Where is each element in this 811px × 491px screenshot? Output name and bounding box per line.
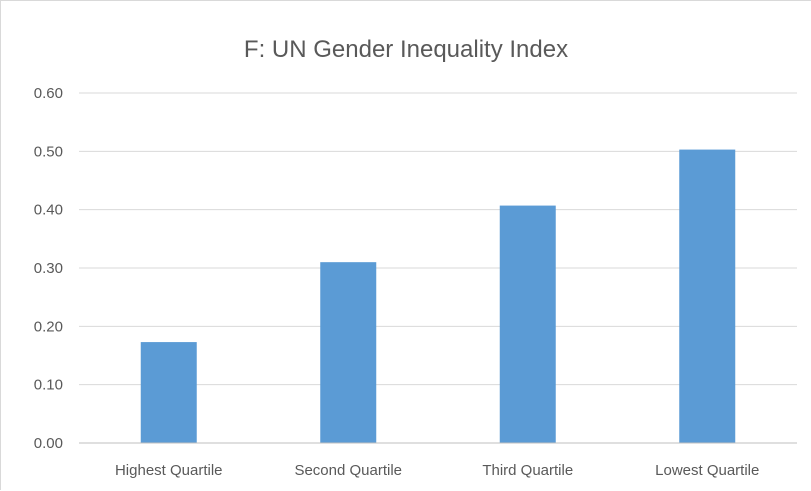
bar-highest-quartile bbox=[140, 342, 197, 443]
y-axis-tick-labels: 0.00 0.10 0.20 0.30 0.40 0.50 0.60 bbox=[34, 85, 63, 452]
x-tick-label: Highest Quartile bbox=[115, 462, 223, 479]
gridlines bbox=[79, 92, 797, 386]
x-tick-label: Lowest Quartile bbox=[655, 462, 759, 479]
y-tick-label: 0.10 bbox=[34, 377, 63, 394]
y-tick-label: 0.00 bbox=[34, 435, 63, 452]
y-tick-label: 0.20 bbox=[34, 318, 63, 335]
bar-lowest-quartile bbox=[679, 149, 736, 444]
chart-title: F: UN Gender Inequality Index bbox=[244, 36, 568, 63]
x-axis-category-labels: Highest Quartile Second Quartile Third Qua… bbox=[115, 462, 759, 479]
bar-second-quartile bbox=[320, 262, 377, 443]
x-tick-label: Third Quartile bbox=[482, 462, 573, 479]
y-tick-label: 0.40 bbox=[34, 202, 63, 219]
x-tick-label: Second Quartile bbox=[294, 462, 402, 479]
y-tick-label: 0.50 bbox=[34, 143, 63, 160]
bars bbox=[140, 149, 736, 444]
y-tick-label: 0.60 bbox=[34, 85, 63, 102]
y-tick-label: 0.30 bbox=[34, 260, 63, 277]
bar-third-quartile bbox=[499, 205, 556, 443]
